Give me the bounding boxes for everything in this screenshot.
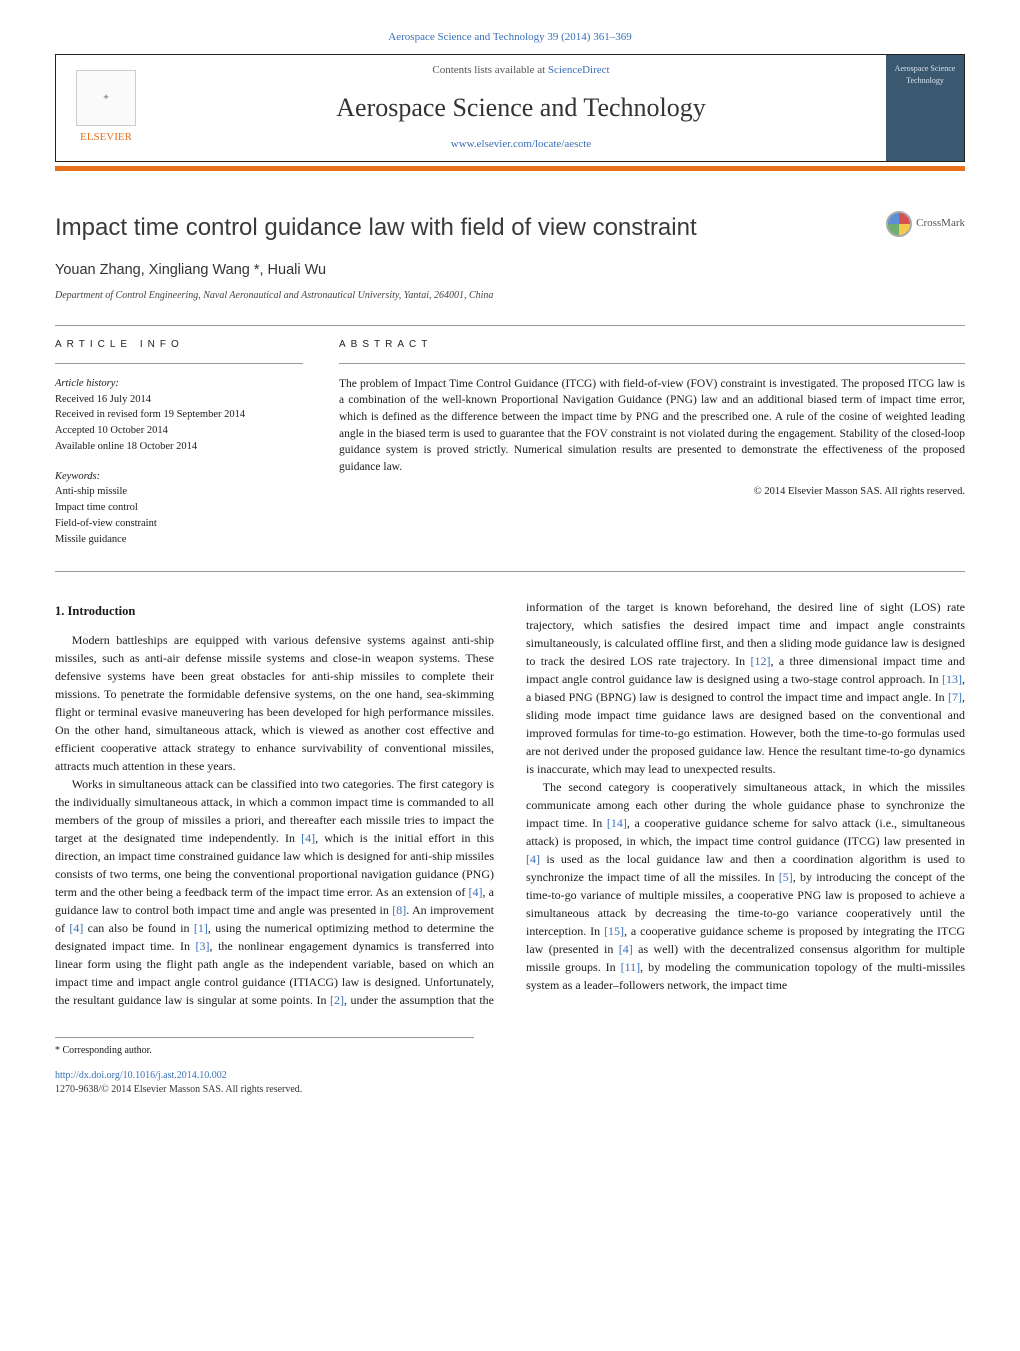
crossmark-label: CrossMark (916, 216, 965, 232)
citation-link[interactable]: [7] (948, 690, 962, 704)
article-title: Impact time control guidance law with fi… (55, 211, 866, 246)
citation-link[interactable]: [4] (619, 942, 633, 956)
affiliation: Department of Control Engineering, Naval… (55, 289, 965, 304)
abstract-text: The problem of Impact Time Control Guida… (339, 376, 965, 476)
citation-link[interactable]: [1] (194, 921, 208, 935)
history-received: Received 16 July 2014 (55, 394, 151, 405)
publisher-name: ELSEVIER (80, 130, 132, 146)
sciencedirect-link[interactable]: ScienceDirect (548, 64, 610, 76)
corresponding-author-note: * Corresponding author. (55, 1044, 474, 1059)
doi-link[interactable]: http://dx.doi.org/10.1016/j.ast.2014.10.… (55, 1070, 227, 1081)
divider-abstract (339, 363, 965, 364)
text-run: can also be found in (83, 921, 194, 935)
keyword-item: Missile guidance (55, 532, 303, 548)
issn-copyright: 1270-9638/© 2014 Elsevier Masson SAS. Al… (55, 1084, 302, 1095)
citation-link[interactable]: [8] (392, 903, 406, 917)
intro-paragraph: Modern battleships are equipped with var… (55, 631, 494, 775)
journal-homepage-link[interactable]: www.elsevier.com/locate/aescte (156, 137, 886, 153)
citation-link[interactable]: [4] (469, 885, 483, 899)
citation-link[interactable]: [14] (607, 816, 627, 830)
abstract-copyright: © 2014 Elsevier Masson SAS. All rights r… (339, 484, 965, 499)
keyword-item: Anti-ship missile (55, 484, 303, 500)
contents-available-line: Contents lists available at ScienceDirec… (156, 63, 886, 79)
elsevier-tree-icon: ✦ (76, 70, 136, 126)
citation-link[interactable]: [2] (330, 993, 344, 1007)
body-columns: 1. Introduction Modern battleships are e… (55, 598, 965, 1009)
citation-link[interactable]: [4] (301, 831, 315, 845)
citation-link[interactable]: [3] (196, 939, 210, 953)
intro-paragraph: The second category is cooperatively sim… (526, 778, 965, 994)
crossmark-badge[interactable]: CrossMark (886, 211, 965, 237)
citation-header: Aerospace Science and Technology 39 (201… (55, 30, 965, 46)
citation-link[interactable]: [4] (69, 921, 83, 935)
crossmark-icon (886, 211, 912, 237)
article-info-label: ARTICLE INFO (55, 338, 303, 353)
divider-bottom (55, 571, 965, 572)
page-footer: * Corresponding author. http://dx.doi.or… (55, 1037, 474, 1098)
keyword-item: Field-of-view constraint (55, 516, 303, 532)
intro-heading: 1. Introduction (55, 602, 494, 621)
elsevier-logo: ✦ ELSEVIER (56, 55, 156, 161)
abstract-label: ABSTRACT (339, 338, 965, 353)
keywords-header: Keywords: (55, 471, 100, 482)
authors-line: Youan Zhang, Xingliang Wang *, Huali Wu (55, 260, 965, 281)
keywords-block: Keywords: Anti-ship missile Impact time … (55, 469, 303, 548)
journal-cover-thumb: Aerospace Science Technology (886, 55, 964, 161)
history-revised: Received in revised form 19 September 20… (55, 409, 245, 420)
citation-link[interactable]: [13] (942, 672, 962, 686)
citation-link[interactable]: [12] (750, 654, 770, 668)
journal-name: Aerospace Science and Technology (156, 89, 886, 127)
journal-header-box: ✦ ELSEVIER Contents lists available at S… (55, 54, 965, 162)
divider-info (55, 363, 303, 364)
article-history: Article history: Received 16 July 2014 R… (55, 376, 303, 455)
orange-divider-bar (55, 166, 965, 171)
citation-link[interactable]: [4] (526, 852, 540, 866)
history-accepted: Accepted 10 October 2014 (55, 425, 168, 436)
citation-link[interactable]: [5] (779, 870, 793, 884)
contents-prefix: Contents lists available at (432, 64, 547, 76)
citation-link[interactable]: [11] (621, 960, 641, 974)
history-header: Article history: (55, 378, 119, 389)
keyword-item: Impact time control (55, 500, 303, 516)
citation-link[interactable]: [15] (604, 924, 624, 938)
history-online: Available online 18 October 2014 (55, 441, 197, 452)
divider-top (55, 325, 965, 326)
